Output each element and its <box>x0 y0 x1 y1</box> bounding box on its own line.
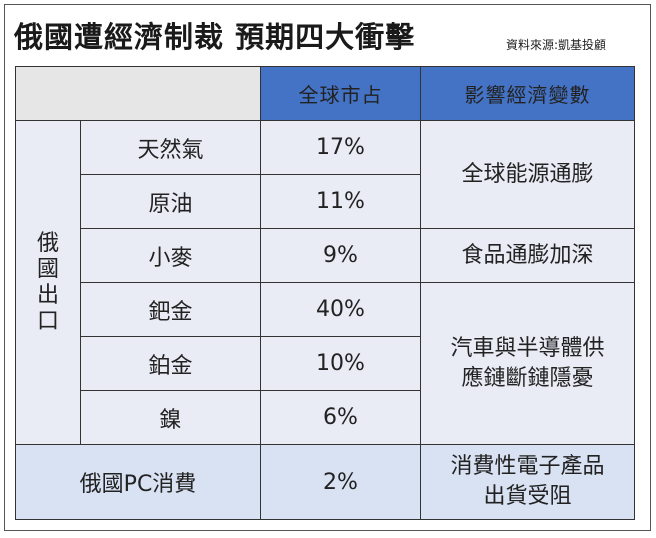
group-char: 出 <box>36 282 59 308</box>
group-char: 口 <box>36 308 59 334</box>
table-row: 原油 11% <box>16 174 635 229</box>
group-label-russia-exports: 俄 國 出 口 <box>15 120 81 445</box>
table-row: 鉑金 10% <box>16 336 635 391</box>
item-cell: 俄國PC消費 <box>15 444 261 520</box>
header-row: 全球市占 影響經濟變數 <box>15 66 635 121</box>
item-cell: 原油 <box>80 174 261 229</box>
table-row-pc: 俄國PC消費 2% 消費性電子產品 出貨受阻 <box>15 444 635 520</box>
item-cell: 鈀金 <box>80 282 261 337</box>
share-cell: 40% <box>260 282 421 337</box>
item-cell: 鎳 <box>80 390 261 445</box>
share-cell: 17% <box>260 120 421 175</box>
share-cell: 9% <box>260 228 421 283</box>
impact-cell: 汽車與半導體供 應鏈斷鏈隱憂 <box>420 282 635 445</box>
impact-line: 應鏈斷鏈隱憂 <box>461 365 594 391</box>
item-cell: 天然氣 <box>80 120 261 175</box>
source-note: 資料來源:凱基投顧 <box>506 38 607 52</box>
table-row: 鎳 6% <box>16 390 635 445</box>
group-char: 俄 <box>36 230 59 256</box>
table-row: 俄 國 出 口 天然氣 17% 全球能源通膨 <box>15 120 635 445</box>
impact-line: 消費性電子產品 <box>450 454 605 479</box>
share-cell: 11% <box>260 174 421 229</box>
impact-cell: 消費性電子產品 出貨受阻 <box>420 444 635 520</box>
group-char: 國 <box>36 256 59 282</box>
header-economic-variable: 影響經濟變數 <box>420 66 635 121</box>
table-row: 小麥 9% 食品通膨加深 <box>16 228 635 283</box>
share-cell: 6% <box>260 390 421 445</box>
share-cell: 10% <box>260 336 421 391</box>
impact-line: 出貨受阻 <box>483 484 572 509</box>
header-global-share: 全球市占 <box>260 66 421 121</box>
table-row: 鈀金 40% 汽車與半導體供 應鏈斷鏈隱憂 <box>16 282 635 445</box>
item-cell: 小麥 <box>80 228 261 283</box>
page-title: 俄國遭經濟制裁 預期四大衝擊 <box>14 20 416 54</box>
impact-cell: 全球能源通膨 <box>420 120 635 229</box>
impact-cell: 食品通膨加深 <box>420 228 635 283</box>
impact-line: 汽車與半導體供 <box>450 335 605 361</box>
header-blank <box>15 66 261 121</box>
item-cell: 鉑金 <box>80 336 261 391</box>
share-cell: 2% <box>260 444 421 520</box>
impact-table: 全球市占 影響經濟變數 俄 國 出 口 天然氣 17% 全球能源通膨 原油 11… <box>15 66 635 520</box>
